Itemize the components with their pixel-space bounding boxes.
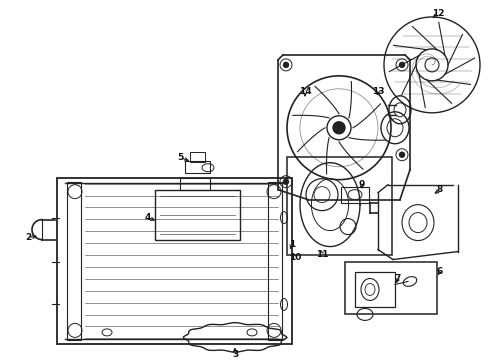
Text: 3: 3: [232, 350, 238, 359]
Text: 12: 12: [432, 9, 444, 18]
Bar: [155, 190, 240, 239]
Circle shape: [284, 62, 289, 67]
Text: 13: 13: [372, 87, 384, 96]
Bar: [67, 182, 81, 341]
Circle shape: [425, 58, 439, 72]
Bar: [185, 161, 210, 173]
Text: 2: 2: [25, 233, 31, 242]
Text: 10: 10: [289, 253, 301, 262]
Text: 5: 5: [177, 153, 183, 162]
Bar: [268, 182, 282, 341]
Bar: [341, 187, 369, 203]
Circle shape: [333, 122, 345, 134]
Text: 7: 7: [395, 274, 401, 283]
Circle shape: [399, 62, 405, 67]
Text: 4: 4: [145, 213, 151, 222]
Bar: [287, 157, 392, 255]
Circle shape: [399, 152, 405, 157]
Text: 11: 11: [316, 250, 328, 259]
Text: 6: 6: [437, 267, 443, 276]
Bar: [345, 261, 437, 314]
Bar: [180, 178, 210, 190]
Bar: [57, 178, 292, 345]
Bar: [355, 271, 395, 307]
Text: 8: 8: [437, 185, 443, 194]
Text: 14: 14: [299, 87, 311, 96]
Text: 9: 9: [359, 180, 365, 189]
Text: 1: 1: [289, 240, 295, 249]
Circle shape: [284, 179, 289, 184]
Bar: [190, 152, 205, 162]
